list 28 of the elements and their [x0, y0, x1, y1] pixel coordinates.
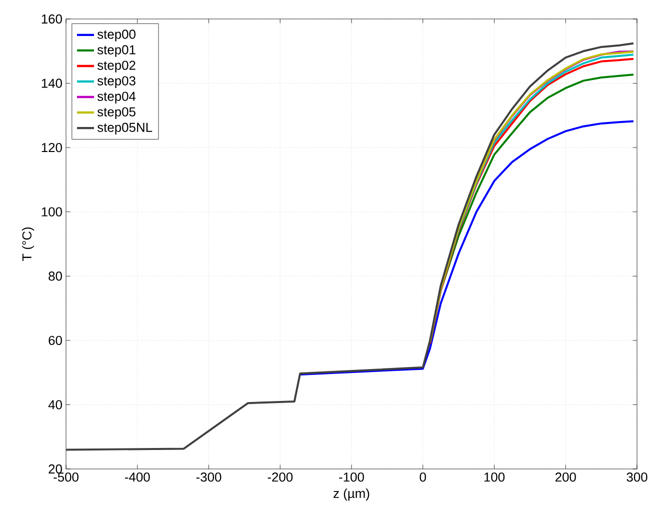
y-tick-label: 100: [42, 207, 62, 216]
line-series: [299, 120, 634, 376]
x-tick-label: -300: [196, 472, 222, 482]
legend-label: step05NL: [97, 122, 152, 134]
x-tick-label: 0: [420, 472, 426, 482]
y-tick-label: 140: [42, 78, 62, 88]
x-tick-label: -200: [268, 472, 293, 482]
y-tick-label: 120: [42, 142, 62, 152]
x-axis-title: z (µm): [334, 488, 370, 501]
x-tick-label: 200: [555, 472, 576, 482]
x-tick-label: -400: [125, 472, 150, 482]
x-tick-label: -500: [54, 472, 78, 482]
y-axis-title: T (°C): [22, 227, 34, 262]
legend-label: step03: [97, 76, 136, 88]
legend-label: step01: [97, 45, 136, 57]
x-tick-label: 100: [484, 472, 505, 482]
line-series: [66, 42, 634, 451]
legend-label: step02: [97, 60, 136, 72]
legend-label: step05: [97, 107, 136, 119]
y-tick-label: 160: [42, 14, 62, 24]
x-tick-label: -100: [339, 472, 364, 482]
legend-label: step00: [97, 30, 136, 42]
x-tick-label: 300: [626, 472, 648, 482]
legend-label: step04: [97, 92, 136, 104]
y-tick-label: 40: [48, 400, 62, 410]
y-tick-label: 60: [48, 336, 62, 345]
y-tick-label: 80: [48, 272, 62, 281]
y-tick-label: 20: [48, 464, 62, 474]
